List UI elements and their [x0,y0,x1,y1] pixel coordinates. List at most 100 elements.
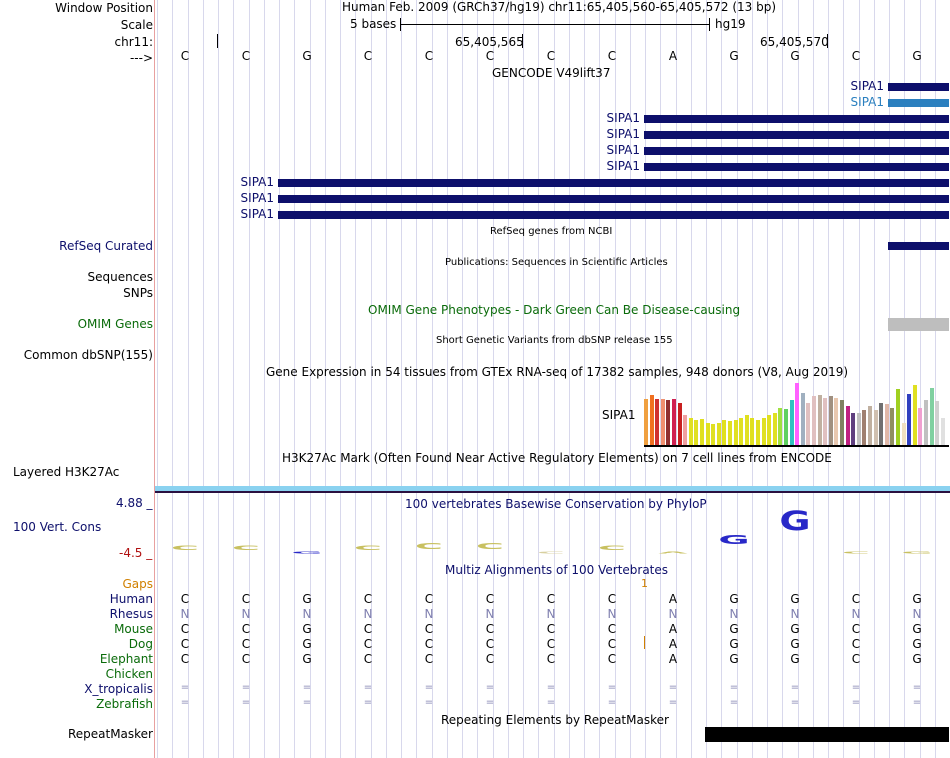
gencode-transcript-label[interactable]: SIPA1 [850,95,884,109]
omim-feature[interactable] [888,318,949,331]
gtex-tissue-bar[interactable] [683,415,688,445]
gtex-tissue-bar[interactable] [800,392,805,445]
gtex-tissue-bar[interactable] [884,404,889,445]
snps-label[interactable]: SNPs [123,286,153,300]
gtex-tissue-bar[interactable] [761,417,766,445]
gtex-tissue-bar[interactable] [756,420,760,445]
gtex-tissue-bar[interactable] [868,406,872,445]
gtex-tissue-bar[interactable] [806,402,811,445]
gtex-tissue-bar[interactable] [711,424,716,445]
gencode-transcript-bar[interactable] [644,147,949,155]
gencode-transcript-label[interactable]: SIPA1 [606,127,640,141]
gtex-expression-chart[interactable] [644,383,949,445]
multiz-species-label[interactable]: Mouse [114,622,153,636]
gencode-transcript-bar[interactable] [888,99,949,107]
multiz-base: = [424,697,434,708]
gtex-tissue-bar[interactable] [840,400,844,445]
multiz-species-label[interactable]: Rhesus [109,607,153,621]
gencode-transcript-label[interactable]: SIPA1 [240,191,274,205]
gtex-tissue-bar[interactable] [694,420,699,445]
gtex-tissue-bar[interactable] [666,400,671,445]
gtex-tissue-bar[interactable] [716,422,721,445]
multiz-species-label[interactable]: Chicken [105,667,153,681]
gencode-transcript-label[interactable]: SIPA1 [240,175,274,189]
h3k27ac-label[interactable]: Layered H3K27Ac [13,465,120,479]
gtex-tissue-bar[interactable] [890,407,895,445]
gtex-tissue-bar[interactable] [744,415,749,445]
gencode-transcript-label[interactable]: SIPA1 [606,159,640,173]
gtex-tissue-bar[interactable] [817,395,822,445]
repeatmasker-element[interactable] [705,727,949,742]
gtex-tissue-bar[interactable] [901,422,906,445]
gencode-transcript-bar[interactable] [644,163,949,171]
gencode-transcript-bar[interactable] [278,179,949,187]
gtex-tissue-bar[interactable] [907,394,912,445]
gtex-tissue-bar[interactable] [789,400,794,445]
refseq-gene-bar[interactable] [888,242,949,250]
gtex-tissue-bar[interactable] [896,389,900,445]
gtex-tissue-bar[interactable] [644,398,648,445]
gencode-transcript-label[interactable]: SIPA1 [240,207,274,221]
gtex-tissue-bar[interactable] [700,419,704,445]
repeatmasker-label[interactable]: RepeatMasker [67,727,153,741]
gencode-transcript-label[interactable]: SIPA1 [850,79,884,93]
gtex-tissue-bar[interactable] [856,412,861,445]
gencode-transcript-label[interactable]: SIPA1 [606,143,640,157]
gtex-tissue-bar[interactable] [845,406,850,445]
gtex-tissue-bar[interactable] [772,412,777,445]
multiz-species-label[interactable]: Zebrafish [96,697,153,711]
gaps-label[interactable]: Gaps [122,577,153,591]
grid-line [416,0,418,758]
multiz-species-label[interactable]: X_tropicalis [84,682,153,696]
gtex-tissue-bar[interactable] [873,410,878,445]
gencode-transcript-bar[interactable] [644,115,949,123]
scale-bar-start [400,18,401,31]
gtex-tissue-bar[interactable] [688,417,693,445]
gtex-tissue-bar[interactable] [879,402,884,445]
multiz-base: G [790,622,800,636]
refseq-label[interactable]: RefSeq Curated [59,239,153,253]
gencode-transcript-label[interactable]: SIPA1 [606,111,640,125]
gtex-tissue-bar[interactable] [784,409,788,445]
gtex-tissue-bar[interactable] [722,420,727,445]
gtex-tissue-bar[interactable] [655,398,660,445]
gtex-tissue-bar[interactable] [767,415,772,445]
gtex-tissue-bar[interactable] [672,398,676,445]
gtex-tissue-bar[interactable] [918,407,923,445]
h3k27ac-signal[interactable] [155,486,950,491]
gtex-tissue-bar[interactable] [924,400,928,445]
multiz-species-label[interactable]: Human [109,592,153,606]
gtex-tissue-bar[interactable] [705,422,710,445]
gencode-transcript-bar[interactable] [888,83,949,91]
gtex-tissue-bar[interactable] [851,412,856,445]
multiz-species-label[interactable]: Elephant [99,652,153,666]
gtex-tissue-bar[interactable] [677,403,682,445]
gtex-tissue-bar[interactable] [778,407,783,445]
gtex-tissue-bar[interactable] [862,410,867,445]
gtex-tissue-bar[interactable] [750,417,755,445]
gtex-tissue-bar[interactable] [795,383,800,445]
publications-label[interactable]: Sequences [87,270,153,284]
multiz-species-label[interactable]: Dog [128,637,153,651]
dbsnp-label[interactable]: Common dbSNP(155) [23,348,153,362]
gtex-tissue-bar[interactable] [935,401,940,445]
gtex-tissue-bar[interactable] [940,417,945,445]
gtex-tissue-bar[interactable] [812,396,816,445]
gencode-transcript-bar[interactable] [278,195,949,203]
gencode-transcript-bar[interactable] [644,131,949,139]
gencode-transcript-bar[interactable] [278,211,949,219]
gtex-tissue-bar[interactable] [739,417,744,445]
gtex-tissue-bar[interactable] [649,395,654,445]
gtex-tissue-bar[interactable] [834,397,839,445]
gtex-tissue-bar[interactable] [912,385,917,445]
gtex-tissue-bar[interactable] [728,421,732,445]
gtex-tissue-bar[interactable] [929,387,934,445]
gtex-gene-label[interactable]: SIPA1 [602,408,636,422]
phylop-track-label[interactable]: 100 Vert. Cons [13,520,102,534]
gtex-tissue-bar[interactable] [828,396,833,445]
scale-bar [400,24,710,25]
gtex-tissue-bar[interactable] [733,420,738,445]
gtex-tissue-bar[interactable] [823,397,828,445]
omim-label[interactable]: OMIM Genes [77,317,153,331]
gtex-tissue-bar[interactable] [660,398,665,445]
